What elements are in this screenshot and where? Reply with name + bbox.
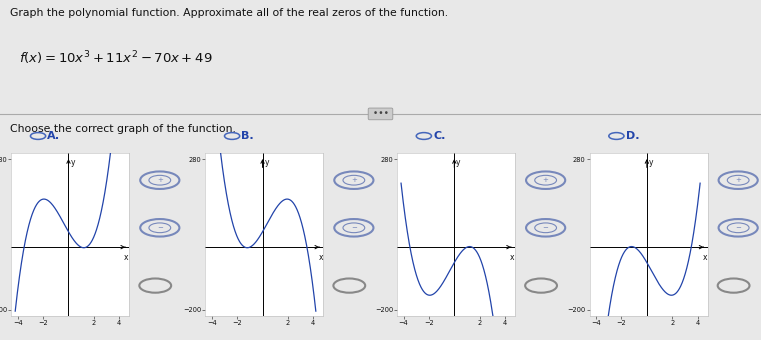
Text: y: y	[648, 158, 653, 167]
Text: −: −	[157, 225, 163, 231]
Text: A.: A.	[47, 131, 60, 141]
Text: −: −	[543, 225, 549, 231]
Text: +: +	[735, 177, 741, 183]
Text: x: x	[702, 253, 707, 262]
Text: +: +	[351, 177, 357, 183]
Text: C.: C.	[433, 131, 445, 141]
Text: −: −	[351, 225, 357, 231]
Text: Graph the polynomial function. Approximate all of the real zeros of the function: Graph the polynomial function. Approxima…	[10, 8, 448, 18]
Text: B.: B.	[241, 131, 254, 141]
Text: x: x	[510, 253, 514, 262]
Text: •••: •••	[370, 109, 391, 118]
Text: +: +	[543, 177, 549, 183]
Text: y: y	[70, 158, 75, 167]
Text: x: x	[124, 253, 129, 262]
Text: x: x	[318, 253, 323, 262]
Text: y: y	[457, 158, 460, 167]
Text: +: +	[157, 177, 163, 183]
Text: −: −	[735, 225, 741, 231]
Text: Choose the correct graph of the function.: Choose the correct graph of the function…	[10, 124, 236, 134]
Text: $f(x)=10x^3+11x^2-70x+49$: $f(x)=10x^3+11x^2-70x+49$	[19, 49, 212, 67]
Text: D.: D.	[626, 131, 639, 141]
Text: y: y	[265, 158, 269, 167]
